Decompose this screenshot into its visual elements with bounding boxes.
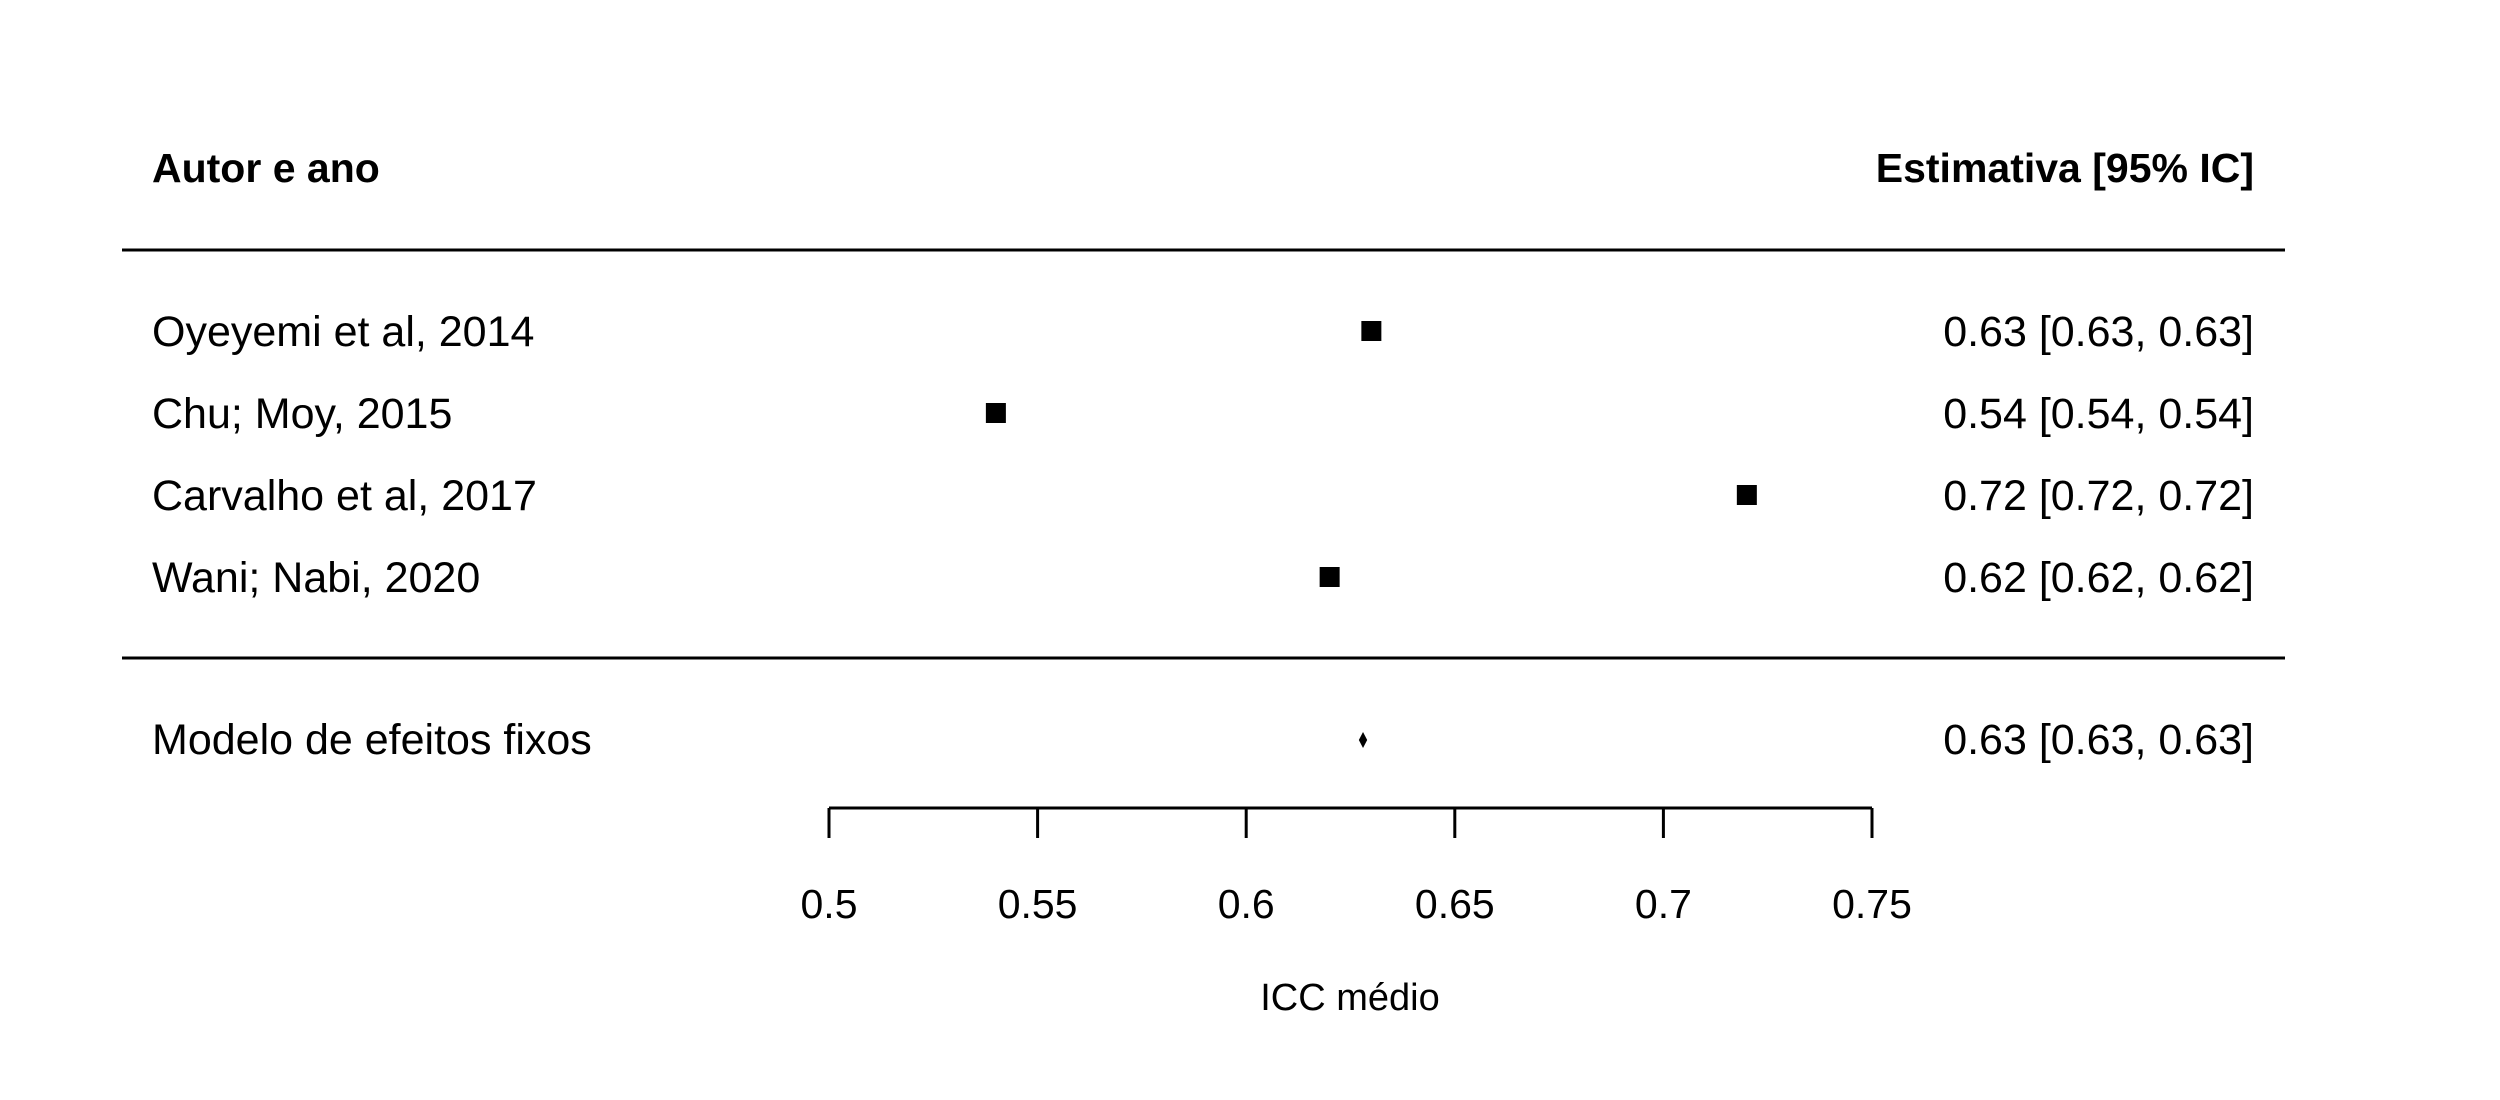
- x-tick-label: 0.7: [1635, 881, 1692, 927]
- study-row: Chu; Moy, 2015 0.54 [0.54, 0.54]: [152, 390, 2254, 438]
- study-point-estimate: [1319, 567, 1340, 587]
- x-tick-label: 0.75: [1832, 881, 1912, 927]
- x-tick-label: 0.6: [1218, 881, 1275, 927]
- study-estimate-text: 0.62 [0.62, 0.62]: [1943, 554, 2254, 602]
- summary-diamond: [1358, 732, 1368, 748]
- study-rows: Oyeyemi et al, 2014 0.63 [0.63, 0.63] Chu;…: [152, 308, 2254, 602]
- study-label: Wani; Nabi, 2020: [152, 554, 480, 602]
- study-label: Oyeyemi et al, 2014: [152, 308, 534, 356]
- x-tick-label: 0.5: [801, 881, 858, 927]
- study-point-estimate: [985, 403, 1006, 423]
- x-axis: 0.5 0.55 0.6 0.65 0.7 0.75: [801, 806, 1912, 927]
- study-label: Carvalho et al, 2017: [152, 472, 537, 520]
- header-estimate-ci: Estimativa [95% IC]: [1876, 145, 2254, 191]
- study-point-estimate: [1736, 485, 1757, 505]
- x-tick-label: 0.55: [998, 881, 1078, 927]
- study-label: Chu; Moy, 2015: [152, 390, 452, 438]
- summary-label: Modelo de efeitos fixos: [152, 716, 592, 764]
- study-point-estimate: [1361, 321, 1382, 341]
- header-author-year: Autor e ano: [152, 145, 380, 191]
- study-row: Carvalho et al, 2017 0.72 [0.72, 0.72]: [152, 472, 2254, 520]
- study-estimate-text: 0.72 [0.72, 0.72]: [1943, 472, 2254, 520]
- study-estimate-text: 0.63 [0.63, 0.63]: [1943, 308, 2254, 356]
- study-row: Oyeyemi et al, 2014 0.63 [0.63, 0.63]: [152, 308, 2254, 356]
- summary-estimate-text: 0.63 [0.63, 0.63]: [1943, 716, 2254, 764]
- x-axis-label: ICC médio: [1260, 977, 1440, 1019]
- study-row: Wani; Nabi, 2020 0.62 [0.62, 0.62]: [152, 554, 2254, 602]
- x-tick-label: 0.65: [1415, 881, 1495, 927]
- study-estimate-text: 0.54 [0.54, 0.54]: [1943, 390, 2254, 438]
